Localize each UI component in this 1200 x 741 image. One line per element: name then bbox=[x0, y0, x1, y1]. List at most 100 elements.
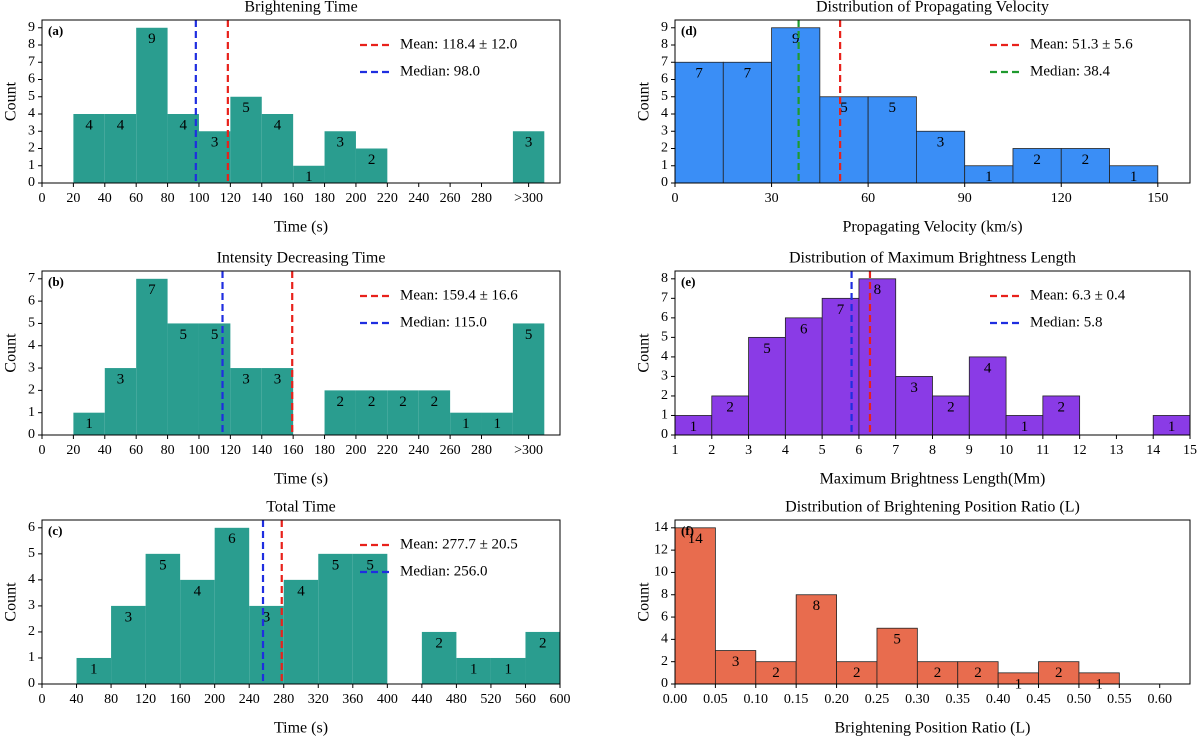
x-tick-label: 140 bbox=[251, 191, 272, 206]
bar-count-label: 1 bbox=[985, 169, 993, 185]
x-tick-label: 20 bbox=[66, 191, 80, 206]
bar-count-label: 3 bbox=[242, 371, 250, 387]
x-tick-label: 0.35 bbox=[945, 692, 970, 707]
bar-count-label: 8 bbox=[874, 282, 882, 298]
x-tick-label: 40 bbox=[98, 443, 112, 458]
bar-count-label: 1 bbox=[305, 169, 313, 185]
bar bbox=[324, 390, 356, 435]
y-tick-label: 7 bbox=[28, 54, 35, 69]
bar bbox=[674, 527, 716, 685]
x-tick-label: 320 bbox=[308, 692, 329, 707]
x-axis-label: Propagating Velocity (km/s) bbox=[842, 219, 1022, 236]
bar bbox=[104, 114, 137, 183]
x-tick-label: 20 bbox=[66, 443, 80, 458]
y-tick-label: 3 bbox=[28, 360, 35, 375]
x-tick-label: 40 bbox=[70, 692, 84, 707]
x-tick-label: 0.50 bbox=[1067, 692, 1092, 707]
bar bbox=[819, 96, 869, 184]
y-tick-label: 8 bbox=[661, 37, 668, 52]
x-tick-label: 4 bbox=[782, 443, 789, 458]
bar bbox=[261, 114, 294, 183]
x-tick-label: 0.25 bbox=[865, 692, 890, 707]
bar-count-label: 2 bbox=[368, 152, 376, 168]
bar-count-label: 3 bbox=[125, 609, 133, 625]
bar-count-label: 1 bbox=[462, 416, 470, 432]
bar bbox=[968, 356, 1007, 436]
legend-label: Mean: 6.3 ± 0.4 bbox=[1030, 287, 1126, 303]
x-tick-label: 9 bbox=[966, 443, 973, 458]
x-tick-label: 120 bbox=[220, 191, 241, 206]
x-tick-label: 0 bbox=[39, 443, 46, 458]
x-tick-label: 180 bbox=[314, 443, 335, 458]
x-tick-label: 240 bbox=[408, 191, 429, 206]
chart-title: Total Time bbox=[266, 499, 336, 516]
bar bbox=[674, 61, 724, 184]
y-tick-label: 4 bbox=[661, 632, 668, 647]
y-tick-label: 14 bbox=[654, 520, 668, 535]
chart-title: Distribution of Maximum Brightness Lengt… bbox=[789, 250, 1076, 267]
bar-count-label: 5 bbox=[840, 100, 848, 116]
bar bbox=[895, 376, 933, 436]
x-tick-label: 90 bbox=[958, 191, 972, 206]
bar bbox=[490, 657, 526, 684]
x-tick-label: 0.30 bbox=[905, 692, 930, 707]
y-tick-label: 12 bbox=[654, 542, 668, 557]
bar-count-label: 2 bbox=[435, 635, 443, 651]
x-tick-label: 0.55 bbox=[1107, 692, 1132, 707]
bar-count-label: 4 bbox=[274, 117, 282, 133]
bar-count-label: 3 bbox=[937, 135, 945, 151]
bar bbox=[711, 395, 749, 436]
bar-count-label: 2 bbox=[947, 399, 955, 415]
x-tick-label: 0 bbox=[39, 692, 46, 707]
bar bbox=[1012, 148, 1062, 184]
y-tick-label: 6 bbox=[661, 310, 668, 325]
y-tick-label: 1 bbox=[661, 408, 668, 423]
x-tick-label: 1 bbox=[672, 443, 679, 458]
x-tick-label: 400 bbox=[377, 692, 398, 707]
bar bbox=[145, 553, 181, 684]
x-tick-label: 600 bbox=[550, 692, 571, 707]
bar-count-label: 1 bbox=[504, 661, 512, 677]
x-tick-label: 12 bbox=[1073, 443, 1087, 458]
bar bbox=[355, 390, 388, 435]
bar-count-label: 5 bbox=[211, 327, 219, 343]
y-tick-label: 7 bbox=[661, 291, 668, 306]
bar-count-label: 3 bbox=[910, 380, 918, 396]
chart-title: Distribution of Brightening Position Rat… bbox=[785, 499, 1080, 516]
x-tick-label: 160 bbox=[283, 191, 304, 206]
y-axis-label: Count bbox=[3, 81, 20, 121]
bar bbox=[355, 148, 388, 183]
bar-count-label: 7 bbox=[837, 302, 845, 318]
y-tick-label: 6 bbox=[28, 520, 35, 535]
x-tick-label: 5 bbox=[819, 443, 826, 458]
bar bbox=[104, 368, 137, 435]
bar bbox=[324, 131, 356, 183]
y-tick-label: 5 bbox=[28, 316, 35, 331]
bar-count-label: 1 bbox=[1130, 169, 1138, 185]
bar-count-label: 2 bbox=[1033, 152, 1041, 168]
bar-count-label: 3 bbox=[274, 371, 282, 387]
bar bbox=[512, 131, 545, 183]
bar bbox=[230, 368, 262, 435]
bar-count-label: 3 bbox=[263, 609, 271, 625]
y-tick-label: 0 bbox=[28, 175, 35, 190]
x-tick-label: 200 bbox=[345, 191, 366, 206]
chart-title: Brightening Time bbox=[244, 0, 357, 16]
x-tick-label: 30 bbox=[765, 191, 779, 206]
y-tick-label: 2 bbox=[661, 141, 668, 156]
x-tick-label: 80 bbox=[104, 692, 118, 707]
y-tick-label: 5 bbox=[661, 89, 668, 104]
bar-count-label: 5 bbox=[889, 100, 897, 116]
bar-count-label: 2 bbox=[368, 394, 376, 410]
y-tick-label: 0 bbox=[28, 427, 35, 442]
x-axis-label: Time (s) bbox=[274, 720, 328, 737]
bar-count-label: 2 bbox=[1082, 152, 1090, 168]
plot-frame bbox=[674, 519, 1191, 685]
y-tick-label: 4 bbox=[28, 572, 35, 587]
bar-count-label: 5 bbox=[366, 557, 374, 573]
bar-count-label: 2 bbox=[431, 394, 439, 410]
bar-count-label: 3 bbox=[525, 135, 533, 151]
bar bbox=[714, 650, 757, 685]
bar-count-label: 5 bbox=[180, 327, 188, 343]
plot-frame bbox=[674, 19, 1191, 184]
